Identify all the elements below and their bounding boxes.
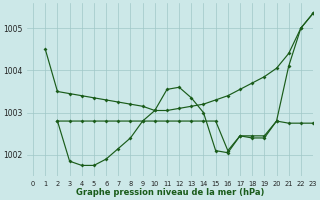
X-axis label: Graphe pression niveau de la mer (hPa): Graphe pression niveau de la mer (hPa) (76, 188, 264, 197)
